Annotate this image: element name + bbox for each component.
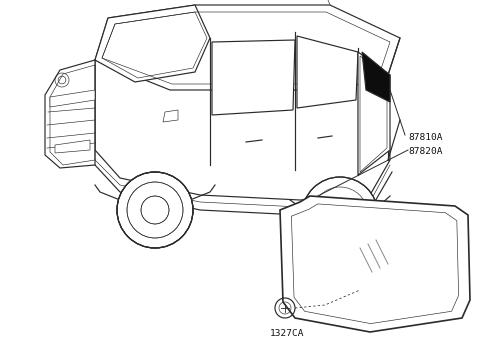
Polygon shape [45, 60, 95, 168]
Polygon shape [212, 40, 295, 115]
Polygon shape [55, 140, 90, 153]
Polygon shape [50, 90, 95, 107]
Text: 1327CA: 1327CA [270, 329, 304, 338]
Polygon shape [280, 196, 470, 332]
Polygon shape [95, 5, 210, 82]
Circle shape [302, 177, 378, 253]
Polygon shape [362, 52, 390, 102]
Text: 87820A: 87820A [408, 147, 443, 157]
Polygon shape [163, 110, 178, 122]
Polygon shape [95, 5, 400, 90]
Text: 87810A: 87810A [408, 133, 443, 143]
Polygon shape [358, 52, 390, 175]
Polygon shape [297, 36, 358, 108]
Circle shape [117, 172, 193, 248]
